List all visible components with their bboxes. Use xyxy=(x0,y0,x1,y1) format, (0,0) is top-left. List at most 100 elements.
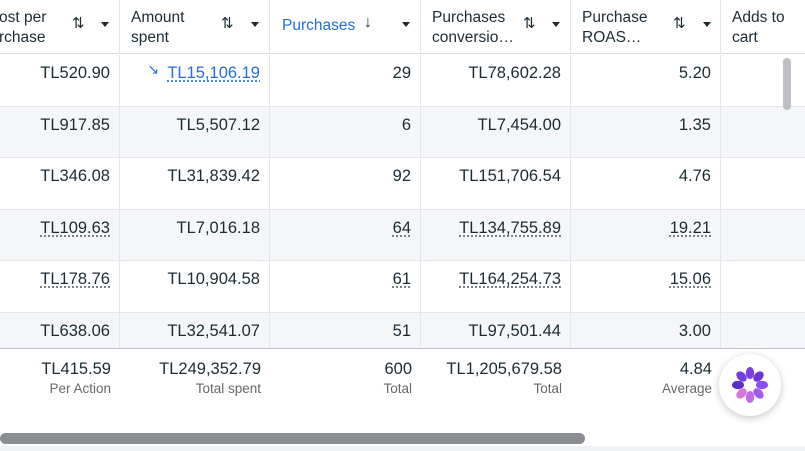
chevron-down-icon[interactable] xyxy=(402,22,410,27)
cell-purchase-roas: 1.35 xyxy=(571,107,721,158)
cell-amount-spent: TL10,904.58 xyxy=(120,261,270,312)
cell-value: 29 xyxy=(393,62,411,84)
cell-value: 6 xyxy=(402,114,411,136)
total-value: TL249,352.79 xyxy=(159,359,261,379)
cell-value: 15.06 xyxy=(670,268,711,290)
horizontal-scrollbar-thumb[interactable] xyxy=(0,433,585,444)
column-title: Purchase ROAS… xyxy=(582,8,647,48)
table-row[interactable]: TL109.63 TL7,016.18 64 TL134,755.89 19.21 xyxy=(0,210,805,262)
total-value: TL1,205,679.58 xyxy=(446,359,562,379)
cell-value: TL7,016.18 xyxy=(177,217,260,239)
sort-descending-icon[interactable]: ↓ xyxy=(364,14,372,32)
cell-value: TL151,706.54 xyxy=(459,165,561,187)
total-purchases: 600 Total xyxy=(270,349,421,433)
total-label: Per Action xyxy=(49,381,111,396)
cell-value: 92 xyxy=(393,165,411,187)
column-title: Amount spent xyxy=(131,8,184,48)
cell-value: TL7,454.00 xyxy=(478,114,561,136)
cell-purchases: 6 xyxy=(270,107,421,158)
cell-value: TL346.08 xyxy=(40,165,110,187)
column-title: Adds to cart xyxy=(732,8,785,48)
cell-cost-per-purchase: TL520.90 xyxy=(0,55,120,106)
cell-purchase-roas: 4.76 xyxy=(571,158,721,209)
total-label: Total xyxy=(533,381,562,396)
column-title: ost per rchase xyxy=(0,8,46,48)
table-row[interactable]: TL178.76 TL10,904.58 61 TL164,254.73 15.06 xyxy=(0,261,805,313)
total-value: TL415.59 xyxy=(41,359,111,379)
cell-value: TL109.63 xyxy=(40,217,110,239)
cell-amount-spent: TL31,839.42 xyxy=(120,158,270,209)
cell-value-link[interactable]: TL15,106.19 xyxy=(167,62,260,84)
trend-down-icon: ↘ xyxy=(147,61,159,78)
cell-purchase-roas: 15.06 xyxy=(571,261,721,312)
total-purchases-conversion: TL1,205,679.58 Total xyxy=(421,349,571,433)
column-header-purchases[interactable]: Purchases ↓ xyxy=(270,0,421,54)
total-value: 600 xyxy=(384,359,412,379)
chevron-down-icon[interactable] xyxy=(703,22,711,27)
column-header-purchase-roas[interactable]: Purchase ROAS… ⇅ xyxy=(571,0,721,54)
column-header-cost-per-purchase[interactable]: ost per rchase ⇅ xyxy=(0,0,120,54)
cell-value: 61 xyxy=(393,268,411,290)
sort-icon[interactable]: ⇅ xyxy=(673,14,684,32)
column-title: Purchases xyxy=(282,16,355,36)
cell-value: TL31,839.42 xyxy=(167,165,260,187)
sort-icon[interactable]: ⇅ xyxy=(221,14,232,32)
cell-value: TL520.90 xyxy=(40,62,110,84)
cell-purchases: 64 xyxy=(270,210,421,261)
cell-amount-spent: TL7,016.18 xyxy=(120,210,270,261)
chevron-down-icon[interactable] xyxy=(552,22,560,27)
cell-value: 5.20 xyxy=(679,62,711,84)
total-label: Total spent xyxy=(196,381,261,396)
cell-value: 1.35 xyxy=(679,114,711,136)
cell-value: TL178.76 xyxy=(40,268,110,290)
cell-value: TL97,501.44 xyxy=(468,320,561,342)
column-title: Purchases conversio… xyxy=(432,8,514,48)
cell-value: 51 xyxy=(393,320,411,342)
cell-purchases: 61 xyxy=(270,261,421,312)
cell-value: 19.21 xyxy=(670,217,711,239)
total-label: Average xyxy=(662,381,712,396)
total-label: Total xyxy=(383,381,412,396)
cell-purchase-roas: 19.21 xyxy=(571,210,721,261)
cell-cost-per-purchase: TL178.76 xyxy=(0,261,120,312)
total-amount-spent: TL249,352.79 Total spent xyxy=(120,349,270,433)
totals-row: TL415.59 Per Action TL249,352.79 Total s… xyxy=(0,348,805,432)
sort-icon[interactable]: ⇅ xyxy=(72,14,83,32)
cell-purchases: 92 xyxy=(270,158,421,209)
chevron-down-icon[interactable] xyxy=(251,22,259,27)
cell-purchases-conversion: TL151,706.54 xyxy=(421,158,571,209)
total-cost-per-purchase: TL415.59 Per Action xyxy=(0,349,120,433)
cell-cost-per-purchase: TL109.63 xyxy=(0,210,120,261)
vertical-scrollbar-thumb[interactable] xyxy=(783,58,791,110)
cell-value: TL78,602.28 xyxy=(468,62,561,84)
cell-value: 3.00 xyxy=(679,320,711,342)
cell-purchases: 29 xyxy=(270,55,421,106)
table-row[interactable]: TL520.90 ↘ TL15,106.19 29 TL78,602.28 5.20 xyxy=(0,55,805,107)
cell-value: 4.76 xyxy=(679,165,711,187)
cell-amount-spent: ↘ TL15,106.19 xyxy=(120,55,270,106)
cell-purchases-conversion: TL78,602.28 xyxy=(421,55,571,106)
table-row[interactable]: TL346.08 TL31,839.42 92 TL151,706.54 4.76 xyxy=(0,158,805,210)
table-row[interactable]: TL917.85 TL5,507.12 6 TL7,454.00 1.35 xyxy=(0,107,805,159)
cell-purchases-conversion: TL7,454.00 xyxy=(421,107,571,158)
cell-purchases-conversion: TL134,755.89 xyxy=(421,210,571,261)
sort-icon[interactable]: ⇅ xyxy=(523,14,534,32)
cell-value: TL10,904.58 xyxy=(167,268,260,290)
chevron-down-icon[interactable] xyxy=(101,22,109,27)
cell-cost-per-purchase: TL917.85 xyxy=(0,107,120,158)
ai-assistant-button[interactable] xyxy=(719,354,781,416)
cell-cost-per-purchase: TL346.08 xyxy=(0,158,120,209)
column-header-adds-to-cart[interactable]: Adds to cart xyxy=(721,0,805,54)
ai-assistant-icon xyxy=(730,365,770,405)
column-header-purchases-conversion[interactable]: Purchases conversio… ⇅ xyxy=(421,0,571,54)
cell-value: TL32,541.07 xyxy=(167,320,260,342)
table-header: ost per rchase ⇅ Amount spent ⇅ Purchase… xyxy=(0,0,805,54)
cell-value: TL917.85 xyxy=(40,114,110,136)
cell-purchase-roas: 5.20 xyxy=(571,55,721,106)
cell-purchases-conversion: TL164,254.73 xyxy=(421,261,571,312)
cell-value: TL134,755.89 xyxy=(459,217,561,239)
cell-value: 64 xyxy=(393,217,411,239)
cell-amount-spent: TL5,507.12 xyxy=(120,107,270,158)
cell-value: TL5,507.12 xyxy=(177,114,260,136)
column-header-amount-spent[interactable]: Amount spent ⇅ xyxy=(120,0,270,54)
